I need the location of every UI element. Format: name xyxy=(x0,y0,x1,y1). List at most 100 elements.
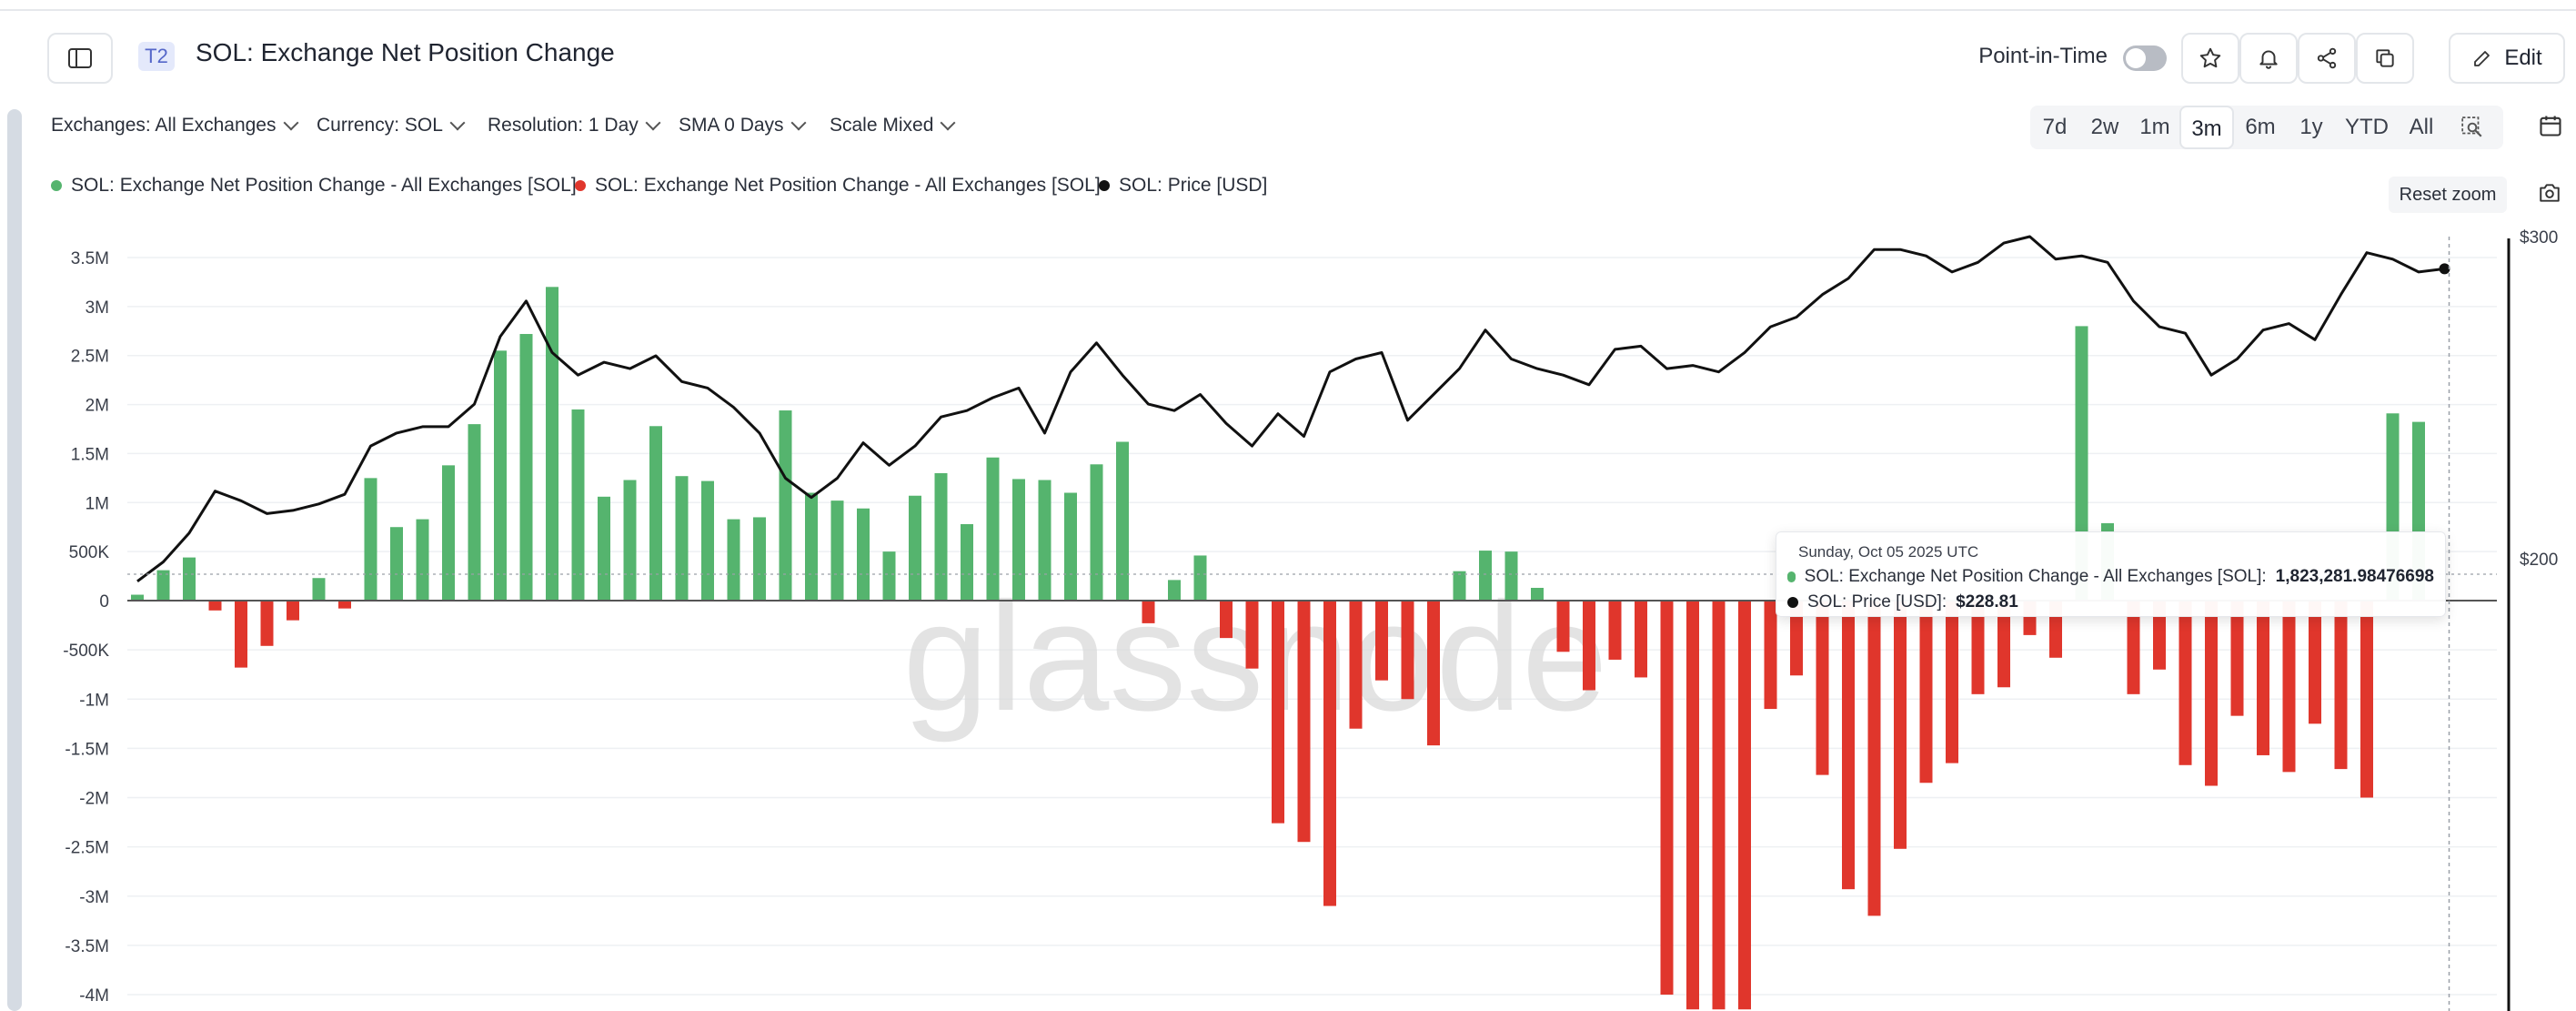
share-button[interactable] xyxy=(2298,33,2356,84)
sma-dropdown[interactable]: SMA 0 Days xyxy=(679,115,807,136)
bar-positive xyxy=(649,426,662,601)
legend-item-net-position-positive[interactable]: SOL: Exchange Net Position Change - All … xyxy=(51,175,577,197)
bar-positive xyxy=(805,492,818,601)
bar-positive xyxy=(1193,555,1207,601)
exchanges-label: Exchanges: All Exchanges xyxy=(51,115,277,136)
date-picker-button[interactable] xyxy=(2538,113,2563,143)
bar-negative xyxy=(1946,601,1958,763)
reset-zoom-button[interactable]: Reset zoom xyxy=(2389,177,2507,213)
share-icon xyxy=(2317,47,2337,69)
y-tick-label-left: 2M xyxy=(86,397,109,416)
bar-negative xyxy=(1842,601,1855,890)
bar-negative xyxy=(1635,601,1647,678)
bar-positive xyxy=(1453,571,1466,601)
alert-button[interactable] xyxy=(2239,33,2298,84)
bar-negative xyxy=(1245,601,1259,669)
bar-positive xyxy=(623,480,637,601)
left-axis: 3.5M 3M 2.5M 2M 1.5M 1M 500K 0 -500K -1M -1.5M -2M -… xyxy=(63,249,109,1006)
zoom-icon xyxy=(2461,116,2482,137)
point-in-time-label: Point-in-Time xyxy=(1978,44,2108,68)
bar-negative xyxy=(1764,601,1777,710)
range-2w[interactable]: 2w xyxy=(2090,115,2119,139)
currency-dropdown[interactable]: Currency: SOL xyxy=(317,115,466,136)
bar-positive xyxy=(571,409,585,601)
bar-positive xyxy=(909,495,921,601)
y-tick-label-left: -1.5M xyxy=(65,740,109,759)
legend-item-price[interactable]: SOL: Price [USD] xyxy=(1099,175,1267,197)
bar-negative xyxy=(1220,601,1233,639)
resolution-dropdown[interactable]: Resolution: 1 Day xyxy=(488,115,661,136)
range-6m[interactable]: 6m xyxy=(2245,115,2276,139)
bar-positive xyxy=(1116,441,1129,601)
legend-label: SOL: Exchange Net Position Change - All … xyxy=(71,175,577,196)
y-tick-label-left: -4M xyxy=(79,986,109,1006)
scale-dropdown[interactable]: Scale Mixed xyxy=(830,115,956,136)
bar-positive xyxy=(961,523,973,601)
sidebar-toggle-button[interactable] xyxy=(47,33,113,84)
favorite-button[interactable] xyxy=(2181,33,2239,84)
y-tick-label-right: $300 xyxy=(2520,228,2558,248)
y-tick-label-left: -2.5M xyxy=(65,839,109,858)
range-3m[interactable]: 3m xyxy=(2179,106,2234,149)
bar-negative xyxy=(1686,601,1699,1010)
page-title: SOL: Exchange Net Position Change xyxy=(196,38,615,66)
price-hover-point xyxy=(2439,263,2450,275)
bar-negative xyxy=(1816,601,1829,775)
bar-negative xyxy=(2205,601,2218,786)
tooltip-date: Sunday, Oct 05 2025 UTC xyxy=(1798,543,1979,561)
bar-negative xyxy=(338,601,351,609)
tooltip-label: SOL: Exchange Net Position Change - All … xyxy=(1804,567,2267,586)
bar-negative xyxy=(2230,601,2244,716)
range-7d[interactable]: 7d xyxy=(2042,115,2068,139)
calendar-icon xyxy=(2540,116,2561,136)
bar-negative xyxy=(260,601,274,646)
bar-negative xyxy=(1323,601,1336,906)
price-line xyxy=(136,235,2445,583)
scale-label: Scale Mixed xyxy=(830,115,934,136)
exchanges-dropdown[interactable]: Exchanges: All Exchanges xyxy=(51,115,298,136)
legend-label: SOL: Exchange Net Position Change - All … xyxy=(595,175,1101,196)
bars xyxy=(131,287,2425,1010)
y-tick-label-left: 500K xyxy=(69,543,110,562)
bar-negative xyxy=(2179,601,2192,765)
point-in-time-toggle[interactable] xyxy=(2123,45,2167,71)
bar-negative xyxy=(2282,601,2296,773)
zoom-select-button[interactable] xyxy=(2445,106,2500,149)
bell-icon xyxy=(2259,50,2278,69)
legend-dot xyxy=(51,180,62,191)
range-1m[interactable]: 1m xyxy=(2139,115,2170,139)
range-ytd[interactable]: YTD xyxy=(2345,115,2389,139)
bar-positive xyxy=(1038,480,1052,601)
legend-item-net-position-negative[interactable]: SOL: Exchange Net Position Change - All … xyxy=(575,175,1101,197)
header-actions: Point-in-Time Edit xyxy=(1939,27,2576,86)
bar-positive xyxy=(986,457,1000,601)
y-tick-label-right: $200 xyxy=(2520,551,2558,570)
bar-positive xyxy=(1064,492,1077,601)
bar-positive xyxy=(675,476,689,601)
pencil-icon xyxy=(2474,51,2490,66)
export-image-button[interactable] xyxy=(2538,182,2561,208)
page-scrollbar[interactable] xyxy=(7,109,22,1011)
y-tick-label-left: -1M xyxy=(79,691,109,710)
legend-label: SOL: Price [USD] xyxy=(1119,175,1268,196)
range-1y[interactable]: 1y xyxy=(2299,115,2323,139)
bar-positive xyxy=(364,478,377,601)
bar-positive xyxy=(494,350,507,601)
bar-positive xyxy=(156,570,170,601)
sma-label: SMA 0 Days xyxy=(679,115,784,136)
y-tick-label-left: 2.5M xyxy=(71,348,109,367)
copy-button[interactable] xyxy=(2356,33,2414,84)
edit-button[interactable]: Edit xyxy=(2449,33,2565,84)
bar-positive xyxy=(857,508,870,601)
sidebar-icon xyxy=(68,48,92,68)
tooltip-label: SOL: Price [USD]: xyxy=(1807,592,1947,612)
tooltip-dot xyxy=(1787,597,1798,608)
bar-negative xyxy=(1297,601,1311,843)
bar-positive xyxy=(1504,551,1518,601)
bar-negative xyxy=(1997,601,2010,688)
bar-negative xyxy=(1971,601,1985,694)
tooltip-row-net-position: SOL: Exchange Net Position Change - All … xyxy=(1787,567,2434,587)
bar-positive xyxy=(131,594,144,601)
range-all[interactable]: All xyxy=(2409,115,2434,139)
